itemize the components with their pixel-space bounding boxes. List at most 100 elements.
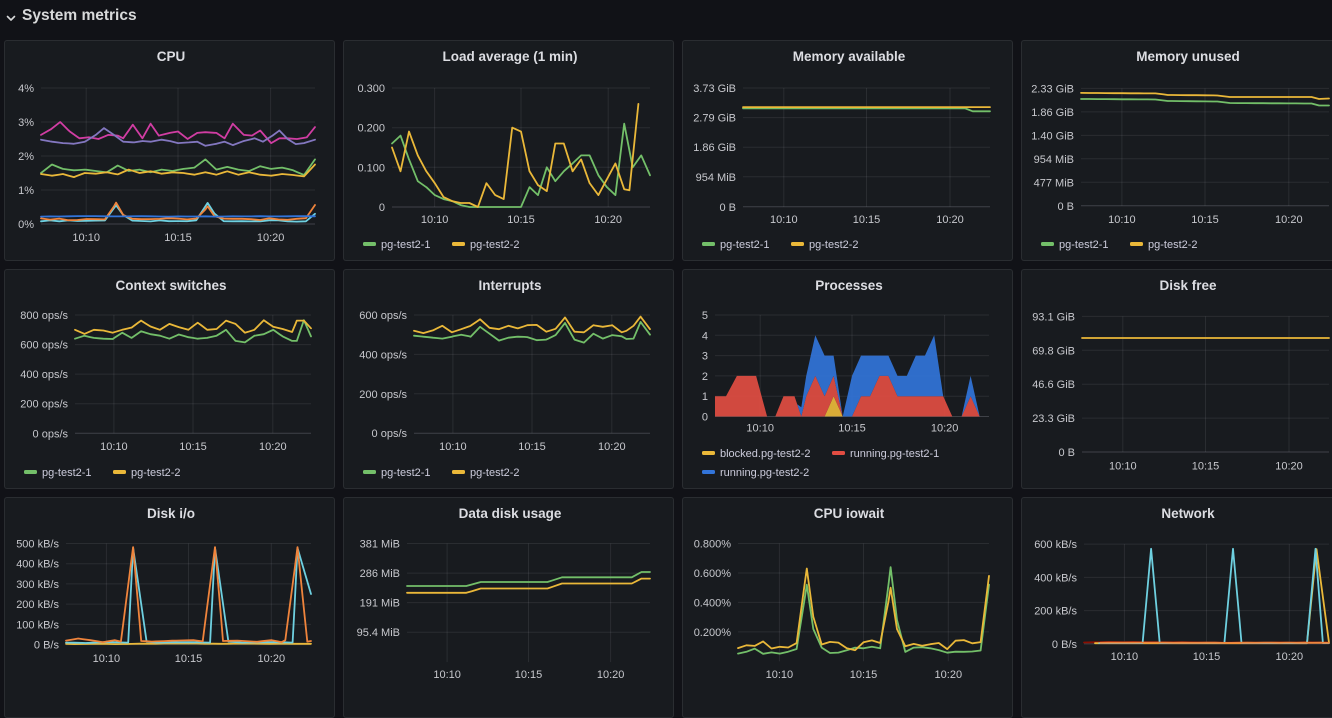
- svg-text:3%: 3%: [18, 117, 34, 129]
- svg-text:1: 1: [702, 391, 708, 403]
- svg-text:10:15: 10:15: [838, 423, 866, 435]
- svg-text:2.33 GiB: 2.33 GiB: [1031, 83, 1074, 95]
- svg-text:200 kB/s: 200 kB/s: [1034, 606, 1077, 618]
- svg-text:10:20: 10:20: [1275, 214, 1303, 226]
- svg-text:800 ops/s: 800 ops/s: [20, 310, 68, 322]
- svg-text:1.86 GiB: 1.86 GiB: [1031, 107, 1074, 119]
- svg-text:286 MiB: 286 MiB: [360, 568, 400, 580]
- svg-text:10:15: 10:15: [1191, 214, 1219, 226]
- svg-text:2.79 GiB: 2.79 GiB: [693, 113, 736, 125]
- svg-text:100 kB/s: 100 kB/s: [16, 619, 59, 631]
- svg-text:2%: 2%: [18, 151, 34, 163]
- svg-text:10:20: 10:20: [598, 441, 626, 453]
- svg-text:200 ops/s: 200 ops/s: [359, 389, 407, 401]
- svg-text:10:20: 10:20: [257, 232, 285, 244]
- svg-text:Context switches: Context switches: [115, 278, 226, 293]
- svg-text:400 kB/s: 400 kB/s: [1034, 572, 1077, 584]
- svg-text:Memory available: Memory available: [793, 49, 906, 64]
- svg-text:pg-test2-2: pg-test2-2: [131, 467, 181, 479]
- svg-text:95.4 MiB: 95.4 MiB: [357, 627, 400, 639]
- svg-text:pg-test2-2: pg-test2-2: [470, 467, 520, 479]
- svg-text:Load average (1 min): Load average (1 min): [442, 49, 577, 64]
- svg-text:10:10: 10:10: [746, 423, 774, 435]
- svg-text:10:10: 10:10: [72, 232, 100, 244]
- svg-text:pg-test2-1: pg-test2-1: [720, 239, 770, 251]
- svg-text:10:15: 10:15: [179, 441, 207, 453]
- svg-text:10:15: 10:15: [175, 653, 203, 665]
- svg-text:10:15: 10:15: [1193, 651, 1221, 663]
- svg-text:1%: 1%: [18, 185, 34, 197]
- svg-text:10:15: 10:15: [164, 232, 192, 244]
- svg-text:running.pg-test2-1: running.pg-test2-1: [850, 448, 939, 460]
- svg-text:10:20: 10:20: [935, 669, 963, 681]
- svg-text:pg-test2-1: pg-test2-1: [381, 467, 431, 479]
- svg-text:4: 4: [702, 330, 708, 342]
- svg-text:2: 2: [702, 371, 708, 383]
- svg-text:10:10: 10:10: [1109, 461, 1137, 473]
- svg-text:running.pg-test2-2: running.pg-test2-2: [720, 467, 809, 479]
- svg-text:10:20: 10:20: [1275, 461, 1303, 473]
- svg-text:blocked.pg-test2-2: blocked.pg-test2-2: [720, 448, 811, 460]
- svg-text:CPU: CPU: [157, 49, 186, 64]
- svg-text:0.300: 0.300: [357, 83, 385, 95]
- svg-text:0.200%: 0.200%: [694, 627, 732, 639]
- svg-text:10:15: 10:15: [507, 214, 535, 226]
- svg-text:pg-test2-2: pg-test2-2: [809, 239, 859, 251]
- svg-text:Memory unused: Memory unused: [1136, 49, 1240, 64]
- svg-text:Data disk usage: Data disk usage: [459, 506, 562, 521]
- svg-text:0 B: 0 B: [1058, 447, 1075, 459]
- svg-text:10:10: 10:10: [770, 214, 798, 226]
- svg-text:0 B: 0 B: [1057, 201, 1074, 213]
- svg-text:10:20: 10:20: [594, 214, 622, 226]
- svg-text:CPU iowait: CPU iowait: [814, 506, 885, 521]
- svg-text:10:15: 10:15: [1192, 461, 1220, 473]
- svg-text:477 MiB: 477 MiB: [1034, 177, 1074, 189]
- svg-text:10:10: 10:10: [439, 441, 467, 453]
- svg-text:600 kB/s: 600 kB/s: [1034, 539, 1077, 551]
- svg-text:3: 3: [702, 351, 708, 363]
- svg-text:10:10: 10:10: [1111, 651, 1139, 663]
- svg-text:3.73 GiB: 3.73 GiB: [693, 83, 736, 95]
- svg-text:954 MiB: 954 MiB: [1034, 154, 1074, 166]
- svg-text:pg-test2-1: pg-test2-1: [1059, 239, 1109, 251]
- svg-text:10:20: 10:20: [936, 214, 964, 226]
- svg-text:0%: 0%: [18, 219, 34, 231]
- svg-text:pg-test2-1: pg-test2-1: [42, 467, 92, 479]
- svg-text:0.800%: 0.800%: [694, 539, 732, 551]
- svg-text:1.86 GiB: 1.86 GiB: [693, 142, 736, 154]
- svg-text:10:10: 10:10: [766, 669, 794, 681]
- svg-text:0 B/s: 0 B/s: [1052, 639, 1078, 651]
- svg-text:191 MiB: 191 MiB: [360, 598, 400, 610]
- svg-text:10:10: 10:10: [1108, 214, 1136, 226]
- svg-text:600 ops/s: 600 ops/s: [20, 340, 68, 352]
- svg-text:10:20: 10:20: [931, 423, 959, 435]
- svg-text:10:10: 10:10: [433, 669, 461, 681]
- svg-text:200 ops/s: 200 ops/s: [20, 399, 68, 411]
- svg-text:5: 5: [702, 310, 708, 322]
- svg-text:500 kB/s: 500 kB/s: [16, 539, 59, 551]
- svg-text:4%: 4%: [18, 83, 34, 95]
- svg-text:69.8 GiB: 69.8 GiB: [1032, 345, 1075, 357]
- svg-text:pg-test2-2: pg-test2-2: [1148, 239, 1198, 251]
- svg-text:954 MiB: 954 MiB: [696, 172, 736, 184]
- svg-text:Disk free: Disk free: [1159, 278, 1217, 293]
- svg-text:0 B/s: 0 B/s: [34, 640, 60, 652]
- svg-text:400 ops/s: 400 ops/s: [20, 369, 68, 381]
- svg-text:0 B: 0 B: [719, 202, 736, 214]
- svg-text:10:20: 10:20: [258, 653, 286, 665]
- svg-text:Disk i/o: Disk i/o: [147, 506, 195, 521]
- svg-text:381 MiB: 381 MiB: [360, 539, 400, 551]
- svg-text:46.6 GiB: 46.6 GiB: [1032, 379, 1075, 391]
- svg-text:400 kB/s: 400 kB/s: [16, 559, 59, 571]
- svg-text:pg-test2-1: pg-test2-1: [381, 239, 431, 251]
- svg-text:0.100: 0.100: [357, 162, 385, 174]
- svg-text:600 ops/s: 600 ops/s: [359, 310, 407, 322]
- svg-text:400 ops/s: 400 ops/s: [359, 349, 407, 361]
- svg-text:10:15: 10:15: [850, 669, 878, 681]
- svg-text:0: 0: [379, 202, 385, 214]
- svg-text:200 kB/s: 200 kB/s: [16, 599, 59, 611]
- svg-text:10:15: 10:15: [515, 669, 543, 681]
- svg-text:10:10: 10:10: [100, 441, 128, 453]
- svg-text:0.200: 0.200: [357, 123, 385, 135]
- svg-text:0.600%: 0.600%: [694, 568, 732, 580]
